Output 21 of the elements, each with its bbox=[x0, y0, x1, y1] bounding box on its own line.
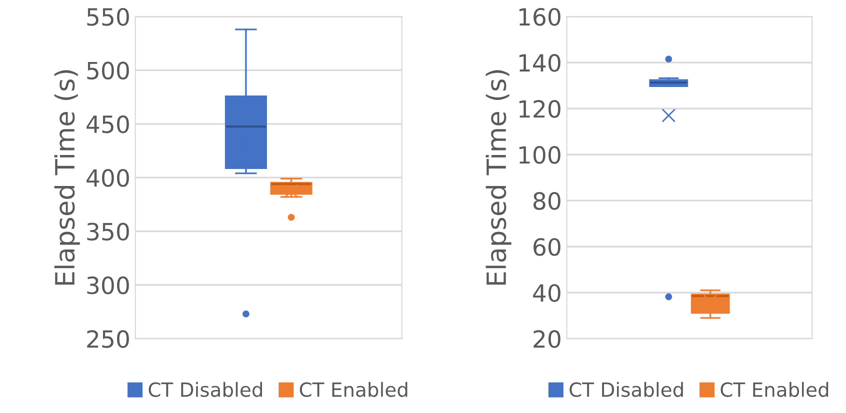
y-tick-label: 500 bbox=[87, 62, 129, 80]
y-axis-title: Elapsed Time (s) bbox=[54, 70, 80, 285]
legend-label: CT Enabled bbox=[300, 382, 408, 397]
y-tick-label: 60 bbox=[534, 238, 560, 256]
y-tick-label: 140 bbox=[519, 54, 560, 72]
y-tick-label: 350 bbox=[87, 222, 129, 241]
y-tick-label: 80 bbox=[534, 192, 560, 210]
y-tick-label: 250 bbox=[87, 330, 129, 348]
y-tick-label: 120 bbox=[519, 100, 560, 118]
y-tick-label: 100 bbox=[519, 146, 560, 164]
y-tick-label: 20 bbox=[534, 330, 560, 348]
y-tick-label: 450 bbox=[86, 115, 129, 134]
legend-label: CT Enabled bbox=[720, 382, 828, 397]
y-tick-label: 400 bbox=[86, 169, 129, 187]
y-tick-label: 300 bbox=[87, 276, 129, 294]
y-tick-label: 160 bbox=[519, 8, 560, 26]
legend-label: CT Disabled bbox=[148, 382, 262, 397]
y-axis-title: Elapsed Time (s) bbox=[486, 70, 512, 285]
legend-label: CT Disabled bbox=[570, 382, 683, 397]
y-tick-label: 40 bbox=[533, 284, 560, 302]
y-tick-label: 550 bbox=[87, 8, 129, 26]
